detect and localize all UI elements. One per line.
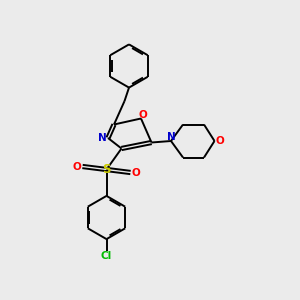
Text: O: O: [138, 110, 147, 120]
Text: Cl: Cl: [101, 250, 112, 261]
Text: O: O: [73, 161, 82, 172]
Text: O: O: [215, 136, 224, 146]
Text: N: N: [167, 131, 176, 142]
Text: S: S: [102, 163, 111, 176]
Text: O: O: [131, 167, 140, 178]
Text: N: N: [98, 133, 107, 143]
